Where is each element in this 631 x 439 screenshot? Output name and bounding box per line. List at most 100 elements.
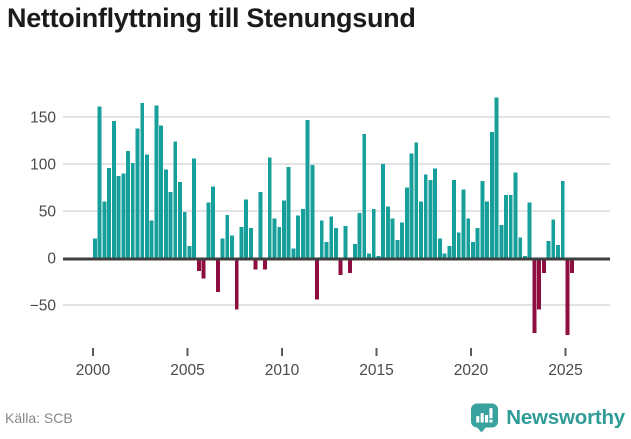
y-tick-label: 0 bbox=[47, 251, 56, 268]
brand-name: Newsworthy bbox=[506, 406, 625, 429]
bar bbox=[452, 179, 456, 258]
bar bbox=[159, 125, 164, 259]
bar bbox=[201, 258, 206, 279]
bar bbox=[215, 258, 220, 292]
bar bbox=[522, 256, 527, 258]
y-tick-label: 150 bbox=[30, 110, 56, 127]
bar bbox=[400, 222, 405, 258]
bar bbox=[466, 218, 471, 258]
bar bbox=[182, 211, 187, 258]
bar bbox=[371, 209, 376, 258]
bar bbox=[102, 201, 107, 258]
bar bbox=[409, 153, 414, 258]
bar bbox=[291, 248, 296, 258]
bar bbox=[126, 150, 130, 258]
bar bbox=[489, 132, 494, 258]
bar bbox=[551, 219, 556, 258]
bar bbox=[565, 258, 570, 336]
x-tick-label: 2025 bbox=[548, 362, 582, 379]
bar bbox=[272, 218, 277, 258]
bar bbox=[480, 180, 485, 258]
bar bbox=[556, 244, 560, 258]
bar bbox=[508, 195, 513, 258]
bar bbox=[286, 166, 291, 258]
bar bbox=[357, 212, 362, 258]
bar bbox=[338, 258, 343, 275]
bar bbox=[258, 192, 263, 258]
bar bbox=[267, 157, 272, 258]
bar bbox=[343, 226, 348, 258]
bar bbox=[130, 163, 135, 258]
bar bbox=[310, 164, 315, 258]
bar-chart: 150 100 50 0 −50 2000 2005 2010 2015 2020 2025 bbox=[0, 60, 631, 390]
bar bbox=[168, 192, 173, 258]
bar bbox=[248, 227, 253, 258]
bar bbox=[390, 218, 395, 258]
bar bbox=[178, 181, 182, 258]
bar bbox=[423, 174, 428, 258]
x-tick-label: 2020 bbox=[454, 362, 489, 379]
bar bbox=[499, 225, 504, 258]
bar bbox=[154, 105, 159, 258]
bar bbox=[263, 258, 267, 270]
bar bbox=[532, 258, 537, 334]
bar bbox=[376, 256, 381, 258]
bar bbox=[116, 176, 121, 258]
bar bbox=[300, 209, 305, 258]
x-tick-label: 2005 bbox=[170, 362, 204, 379]
bar bbox=[107, 167, 112, 258]
x-tick-label: 2015 bbox=[359, 362, 393, 379]
bar bbox=[437, 238, 442, 258]
bar bbox=[163, 169, 168, 258]
bar bbox=[362, 133, 367, 258]
chart-footer: Källa: SCB Newsworthy bbox=[0, 401, 631, 435]
bar bbox=[428, 179, 433, 258]
bar bbox=[149, 220, 154, 258]
bar-chart-svg: 150 100 50 0 −50 2000 2005 2010 2015 2020 2025 bbox=[30, 97, 610, 379]
bar bbox=[456, 232, 461, 258]
bar bbox=[324, 242, 329, 258]
source-label: Källa: SCB bbox=[5, 410, 73, 426]
bar bbox=[475, 227, 480, 258]
bar bbox=[546, 241, 551, 258]
bar bbox=[206, 202, 211, 258]
bar bbox=[329, 216, 334, 258]
bar bbox=[296, 215, 301, 258]
bar bbox=[471, 242, 475, 258]
bar bbox=[442, 253, 447, 258]
bar bbox=[173, 141, 178, 258]
x-tick-label: 2000 bbox=[76, 362, 111, 379]
bar bbox=[135, 128, 140, 258]
bar bbox=[140, 102, 145, 259]
bar-chart-badge-icon bbox=[471, 403, 499, 433]
bar bbox=[541, 258, 546, 274]
bar bbox=[244, 199, 249, 258]
y-tick-label: 50 bbox=[39, 204, 57, 221]
bar bbox=[97, 106, 102, 258]
bar bbox=[395, 240, 400, 258]
bar bbox=[537, 258, 542, 310]
bar bbox=[305, 119, 310, 258]
bar bbox=[319, 220, 324, 258]
y-tick-label: −50 bbox=[30, 298, 57, 315]
bar bbox=[513, 172, 518, 258]
bar bbox=[518, 237, 523, 258]
bar bbox=[277, 226, 282, 258]
bar bbox=[570, 258, 575, 274]
bar bbox=[253, 258, 258, 270]
bar bbox=[211, 186, 216, 258]
bar bbox=[220, 238, 225, 258]
y-tick-label: 100 bbox=[30, 157, 56, 174]
bar bbox=[414, 142, 419, 258]
bar bbox=[348, 258, 353, 274]
x-tick-label: 2010 bbox=[265, 362, 300, 379]
bar bbox=[225, 214, 230, 258]
bar bbox=[385, 206, 390, 258]
newsworthy-logo: Newsworthy bbox=[470, 403, 625, 433]
bar bbox=[144, 154, 149, 258]
bar bbox=[381, 164, 386, 258]
bar bbox=[333, 227, 338, 258]
bar bbox=[121, 173, 126, 258]
bar bbox=[111, 120, 116, 258]
